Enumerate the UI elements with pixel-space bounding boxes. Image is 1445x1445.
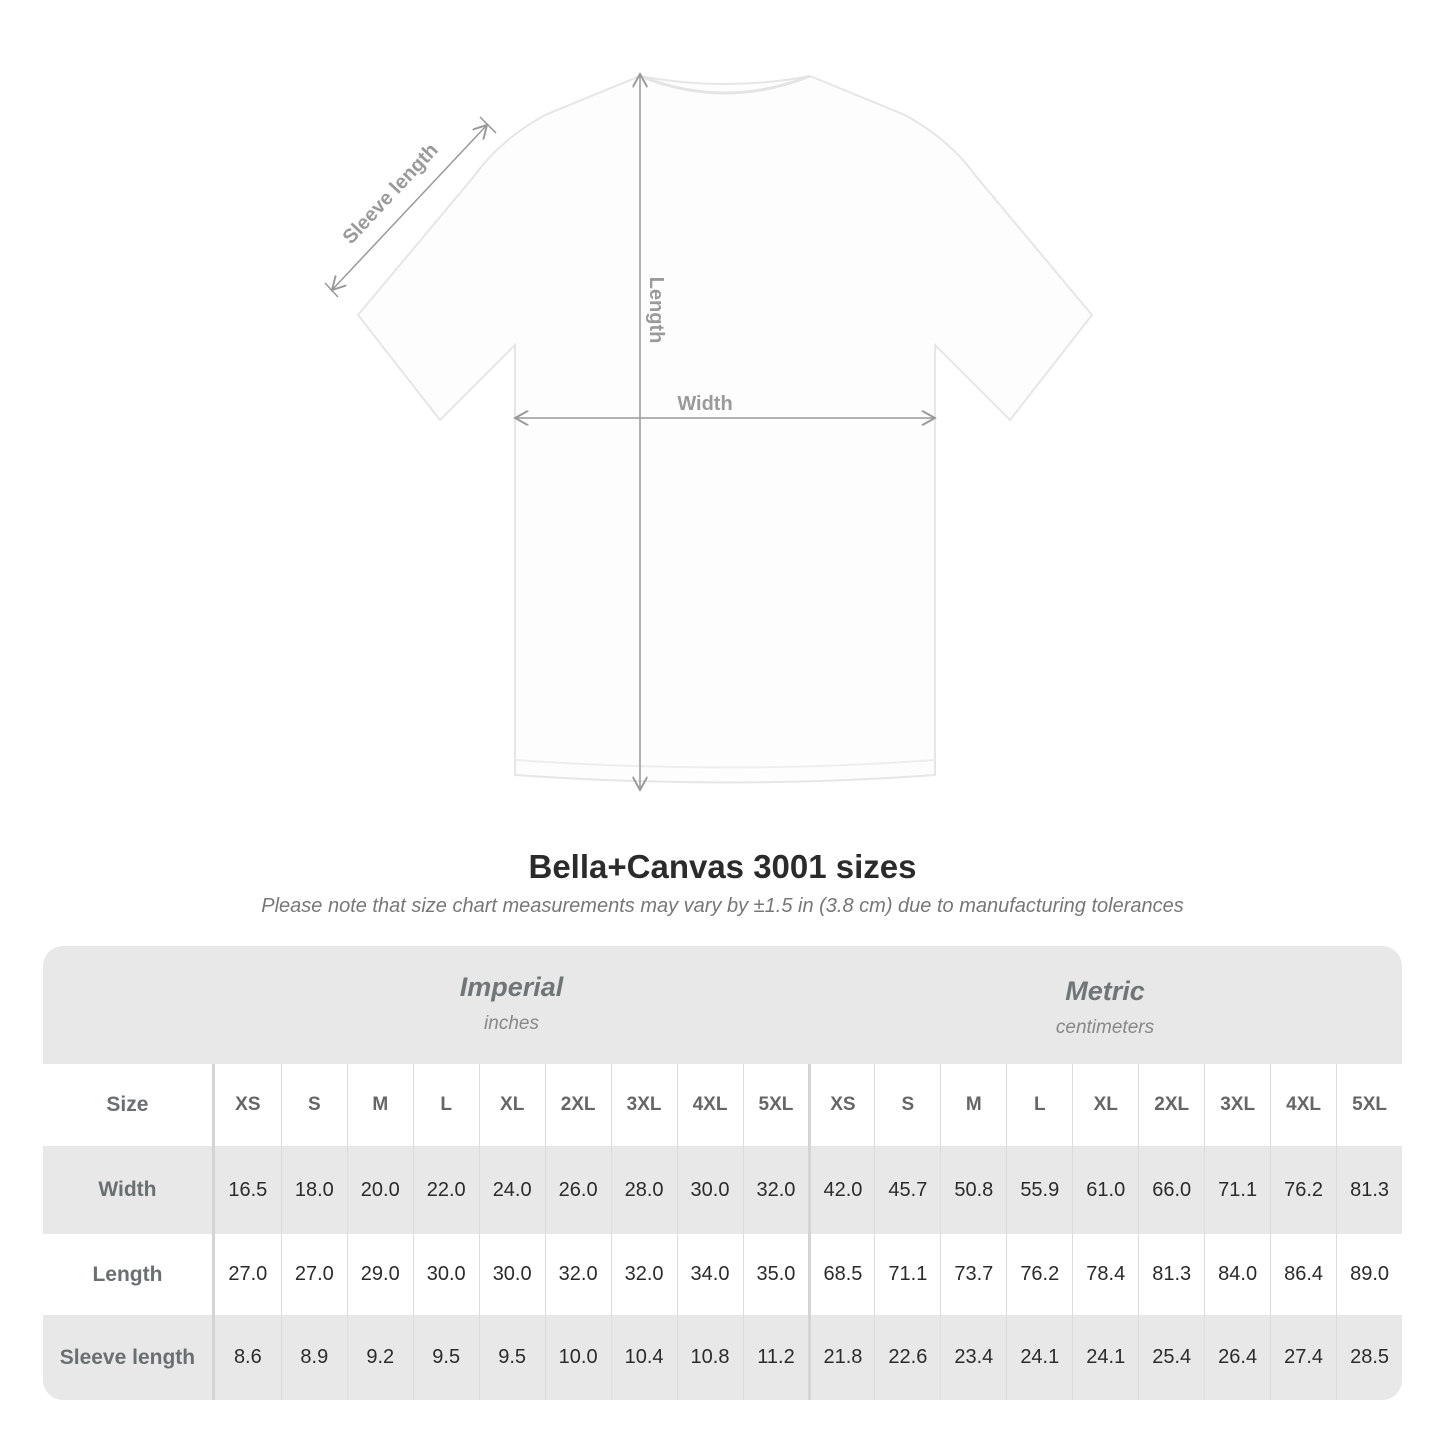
table-cell-metric: 71.1 [874, 1234, 940, 1315]
table-cell-imperial: 20.0 [346, 1146, 413, 1234]
table-cell-imperial: 10.8 [676, 1315, 743, 1400]
sleeve-length-arrow [332, 125, 487, 290]
table-row: Length 27.0 27.0 29.0 30.0 30.0 32.0 32.0 34.0 35… [43, 1234, 1402, 1315]
table-cell-imperial: 18.0 [280, 1146, 347, 1234]
table-cell-metric: 22.6 [874, 1315, 940, 1400]
size-header-imperial: L [412, 1064, 479, 1146]
table-cell-imperial: 8.9 [280, 1315, 347, 1400]
table-cell-metric: 21.8 [808, 1315, 874, 1400]
size-header-metric: M [940, 1064, 1006, 1146]
size-header-metric: 2XL [1138, 1064, 1204, 1146]
size-table: Imperial inches Metric centimeters Size X… [43, 946, 1402, 1400]
table-cell-metric: 66.0 [1138, 1146, 1204, 1234]
table-cell-imperial: 11.2 [742, 1315, 809, 1400]
table-cell-metric: 50.8 [940, 1146, 1006, 1234]
chart-title: Bella+Canvas 3001 sizes [528, 848, 917, 885]
table-cell-metric: 26.4 [1204, 1315, 1270, 1400]
size-header-metric: XL [1072, 1064, 1138, 1146]
table-cell-metric: 76.2 [1270, 1146, 1336, 1234]
table-cell-imperial: 30.0 [676, 1146, 743, 1234]
size-header-imperial: XL [478, 1064, 545, 1146]
table-cell-metric: 27.4 [1270, 1315, 1336, 1400]
table-cell-imperial: 27.0 [280, 1234, 347, 1315]
size-header-metric: 5XL [1336, 1064, 1402, 1146]
table-cell-imperial: 34.0 [676, 1234, 743, 1315]
table-cell-metric: 76.2 [1006, 1234, 1072, 1315]
size-header-imperial: 2XL [544, 1064, 611, 1146]
table-cell-imperial: 32.0 [742, 1146, 809, 1234]
table-cell-metric: 71.1 [1204, 1146, 1270, 1234]
row-label: Width [43, 1146, 215, 1234]
size-header-metric: L [1006, 1064, 1072, 1146]
table-cell-metric: 25.4 [1138, 1315, 1204, 1400]
table-cell-imperial: 32.0 [610, 1234, 677, 1315]
table-cell-imperial: 30.0 [478, 1234, 545, 1315]
table-cell-metric: 61.0 [1072, 1146, 1138, 1234]
table-cell-imperial: 24.0 [478, 1146, 545, 1234]
table-cell-metric: 84.0 [1204, 1234, 1270, 1315]
size-header-imperial: XS [235, 1094, 261, 1115]
imperial-header: Imperial inches [215, 946, 808, 1090]
table-cell-imperial: 10.0 [544, 1315, 611, 1400]
size-header-row: Size XS S M L XL 2XL 3XL 4XL 5XL XS S M L XL 2XL 3XL 4XL 5… [43, 1064, 1402, 1146]
width-label: Width [677, 393, 732, 415]
table-cell-metric: 23.4 [940, 1315, 1006, 1400]
metric-header: Metric centimeters [808, 946, 1402, 1094]
table-row: Width 16.5 18.0 20.0 22.0 24.0 26.0 28.0 30.0 32.… [43, 1146, 1402, 1234]
row-label: Size [43, 1064, 215, 1146]
table-cell-imperial: 16.5 [228, 1178, 268, 1201]
table-cell-metric: 73.7 [940, 1234, 1006, 1315]
metric-label: Metric [1065, 976, 1145, 1006]
table-cell-metric: 55.9 [1006, 1146, 1072, 1234]
table-cell-imperial: 30.0 [412, 1234, 479, 1315]
size-header-metric: 4XL [1270, 1064, 1336, 1146]
size-header-imperial: 3XL [610, 1064, 677, 1146]
tshirt-diagram: Sleeve length Length Width [324, 0, 1094, 830]
table-cell-imperial: 10.4 [610, 1315, 677, 1400]
table-cell-imperial: 8.6 [233, 1346, 262, 1368]
table-cell-imperial: 9.2 [346, 1315, 413, 1400]
table-cell-metric: 89.0 [1336, 1234, 1402, 1315]
table-cell-metric: 42.0 [808, 1146, 874, 1234]
table-cell-imperial: 35.0 [742, 1234, 809, 1315]
table-cell-metric: 28.5 [1336, 1315, 1402, 1400]
table-cell-imperial: 27.0 [228, 1263, 268, 1285]
size-header-imperial: 4XL [676, 1064, 743, 1146]
imperial-label: Imperial [459, 972, 564, 1002]
row-label: Sleeve length [43, 1315, 215, 1400]
size-header-metric: XS [808, 1064, 874, 1146]
table-cell-metric: 78.4 [1072, 1234, 1138, 1315]
tolerance-note: Please note that size chart measurements… [261, 895, 1184, 917]
table-cell-metric: 81.3 [1336, 1146, 1402, 1234]
size-header-imperial: M [346, 1064, 413, 1146]
size-header-imperial: S [280, 1064, 347, 1146]
table-cell-imperial: 28.0 [610, 1146, 677, 1234]
table-cell-metric: 68.5 [808, 1234, 874, 1315]
table-cell-metric: 45.7 [874, 1146, 940, 1234]
table-cell-metric: 24.1 [1006, 1315, 1072, 1400]
metric-unit: centimeters [1055, 1017, 1155, 1038]
imperial-unit: inches [484, 1013, 539, 1034]
length-label: Length [645, 277, 667, 344]
table-cell-metric: 24.1 [1072, 1315, 1138, 1400]
size-header-imperial: 5XL [742, 1064, 809, 1146]
row-label: Length [43, 1234, 215, 1315]
size-header-metric: S [874, 1064, 940, 1146]
table-cell-imperial: 29.0 [346, 1234, 413, 1315]
tshirt-shape [356, 74, 1094, 784]
table-cell-imperial: 32.0 [544, 1234, 611, 1315]
table-cell-metric: 86.4 [1270, 1234, 1336, 1315]
size-header-metric: 3XL [1204, 1064, 1270, 1146]
table-row: Sleeve length 8.6 8.9 9.2 9.5 9.5 10.0 10.4 10.8… [43, 1315, 1402, 1400]
table-cell-metric: 81.3 [1138, 1234, 1204, 1315]
table-cell-imperial: 9.5 [412, 1315, 479, 1400]
table-cell-imperial: 22.0 [412, 1146, 479, 1234]
table-cell-imperial: 9.5 [478, 1315, 545, 1400]
table-cell-imperial: 26.0 [544, 1146, 611, 1234]
